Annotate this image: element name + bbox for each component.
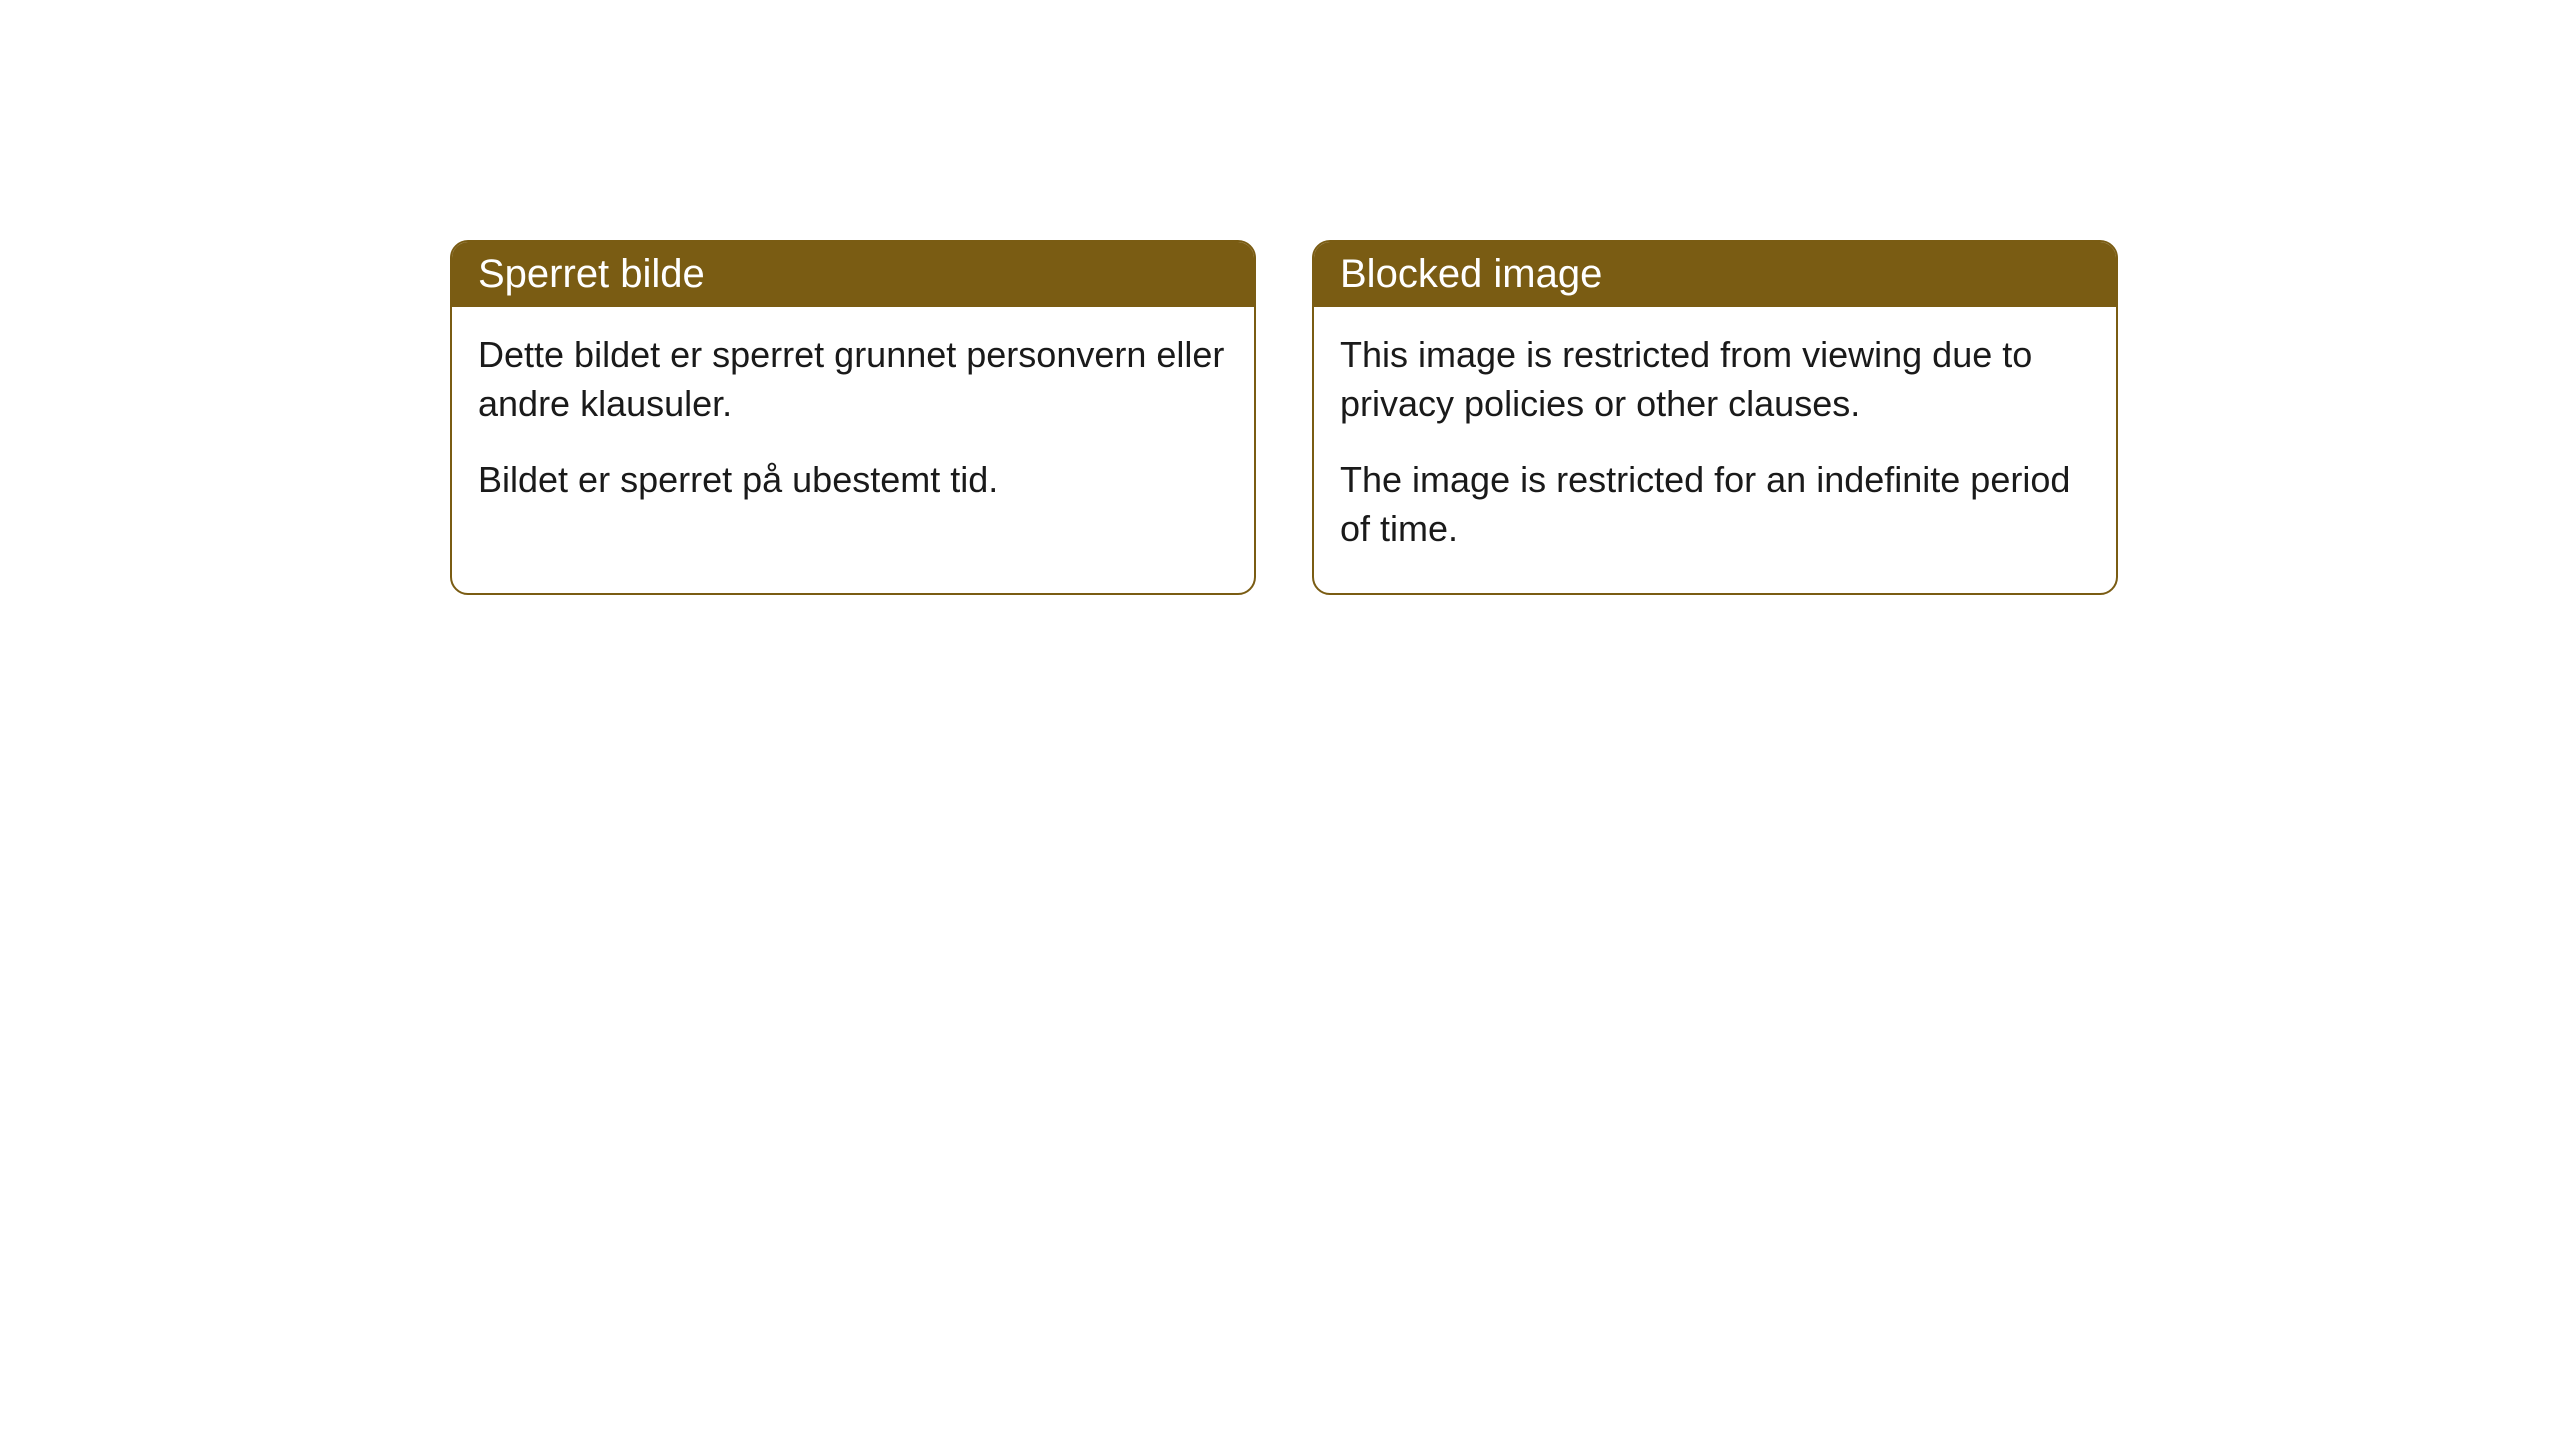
card-title-english: Blocked image — [1314, 242, 2116, 307]
card-body-english: This image is restricted from viewing du… — [1314, 307, 2116, 593]
card-paragraph: Bildet er sperret på ubestemt tid. — [478, 456, 1228, 505]
card-paragraph: Dette bildet er sperret grunnet personve… — [478, 331, 1228, 428]
card-paragraph: This image is restricted from viewing du… — [1340, 331, 2090, 428]
card-paragraph: The image is restricted for an indefinit… — [1340, 456, 2090, 553]
notice-cards-container: Sperret bilde Dette bildet er sperret gr… — [450, 240, 2118, 595]
notice-card-norwegian: Sperret bilde Dette bildet er sperret gr… — [450, 240, 1256, 595]
notice-card-english: Blocked image This image is restricted f… — [1312, 240, 2118, 595]
card-title-norwegian: Sperret bilde — [452, 242, 1254, 307]
card-body-norwegian: Dette bildet er sperret grunnet personve… — [452, 307, 1254, 545]
